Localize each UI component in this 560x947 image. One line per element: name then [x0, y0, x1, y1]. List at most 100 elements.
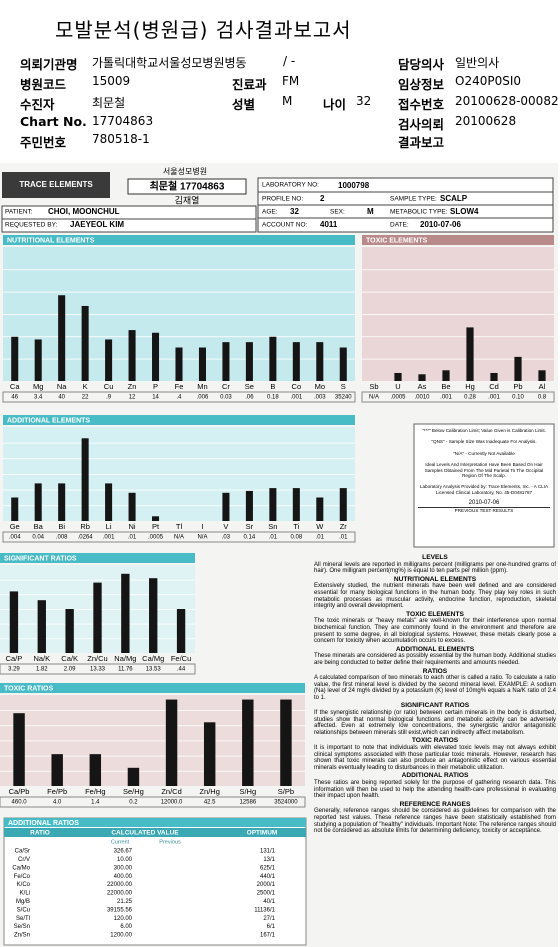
ratio-name: Se/Tl [16, 916, 30, 922]
notes: "***" Below Calibration Limit; Value Giv… [418, 428, 550, 513]
element-label: Sn [268, 522, 277, 531]
bar [58, 295, 66, 381]
section-body: The toxic minerals or "heavy metals" are… [314, 618, 556, 645]
bar [222, 492, 230, 521]
bar [198, 347, 206, 381]
bar [245, 490, 253, 521]
bar [292, 488, 300, 521]
bar [245, 342, 253, 381]
section-heading: REFERENCE RANGES [399, 800, 471, 808]
result-value: .03 [222, 535, 231, 541]
label: PATIENT: [5, 209, 33, 216]
chart-title: NUTRITIONAL ELEMENTS [7, 237, 95, 244]
element-label: Ba [34, 522, 44, 531]
element-label: V [223, 522, 228, 531]
row-stripe [3, 314, 355, 315]
bar [105, 339, 113, 381]
element-label: Zn [128, 382, 137, 391]
bar [128, 330, 136, 381]
result-value: 0.18 [267, 395, 279, 401]
row-stripe [3, 489, 355, 491]
element-label: U [395, 382, 400, 391]
result-value: .003 [314, 395, 326, 401]
element-label: Na/K [33, 654, 50, 663]
logo-text: TRACE ELEMENTS [19, 180, 93, 189]
chart-header [0, 683, 305, 693]
ratio-value: 10.00 [117, 857, 133, 863]
value: SLOW4 [450, 207, 479, 216]
value: 2 [320, 194, 325, 203]
element-label: Bi [58, 522, 65, 531]
ratio-name: K/Co [17, 882, 31, 888]
element-label: Mn [197, 382, 207, 391]
label: AGE: [262, 209, 278, 216]
row-stripe [3, 291, 355, 293]
chart-header [362, 235, 554, 245]
bar [65, 609, 74, 653]
result-value: .44 [177, 667, 186, 673]
bar [152, 516, 160, 521]
result-value: .001 [440, 395, 452, 401]
result-value: 3.4 [34, 395, 43, 401]
ratio-optimum: 6/1 [267, 924, 276, 930]
ratio-optimum: 2000/1 [257, 882, 276, 888]
ratio-optimum: 167/1 [260, 933, 276, 939]
label: 성별 [232, 97, 256, 112]
ratio-optimum: 625/1 [260, 865, 276, 871]
ratio-name: Ca/Mo [12, 865, 30, 871]
element-label: Sr [246, 522, 254, 531]
bar [11, 336, 19, 381]
section-heading: RATIOS [422, 667, 448, 675]
result-value: 22 [82, 395, 89, 401]
result-value: .0264 [78, 535, 94, 541]
bar [418, 374, 426, 381]
element-label: Pb [513, 382, 522, 391]
element-label: I [201, 522, 203, 531]
result-value: .06 [245, 395, 254, 401]
value: / - [283, 54, 296, 68]
element-label: Se/Hg [123, 787, 144, 796]
result-value: 3.29 [8, 667, 20, 673]
element-label: Rb [80, 522, 90, 531]
value: SCALP [440, 194, 468, 203]
label: REQUESTED BY: [5, 222, 58, 229]
bar [93, 582, 102, 653]
value: O240P0SI0 [455, 74, 522, 88]
element-label: Ca/P [6, 654, 23, 663]
chart-title: TOXIC RATIOS [4, 685, 53, 692]
ratio-optimum: 27/1 [263, 916, 275, 922]
bar [11, 497, 19, 521]
column-sub: Current [111, 839, 130, 845]
value: 20100628 [455, 114, 517, 128]
result-value: 42.5 [204, 800, 216, 806]
result-value: .001 [488, 395, 500, 401]
hospital: 서울성모병원 [163, 167, 207, 176]
result-value: 2.09 [64, 667, 76, 673]
element-label: Be [441, 382, 450, 391]
patient-line: 최문철 17704863 [150, 180, 225, 193]
label: DATE: [390, 222, 409, 229]
element-label: Ca [10, 382, 20, 391]
result-value: .001 [103, 535, 115, 541]
element-label: Ca/Mg [142, 654, 164, 663]
element-label: Sb [369, 382, 378, 391]
bar [339, 488, 347, 521]
bar [89, 754, 102, 786]
result-value: 1.82 [36, 667, 48, 673]
result-value: 460.0 [12, 800, 28, 806]
requested-row [1, 218, 257, 233]
result-value: .01 [339, 535, 348, 541]
ratio-value: 326.67 [114, 849, 133, 855]
row-stripe [3, 505, 355, 507]
bar [81, 305, 89, 381]
logo [2, 172, 110, 198]
bar [121, 573, 130, 653]
bar [242, 699, 254, 786]
bar [538, 370, 546, 381]
element-label: Zn/Hg [199, 787, 219, 796]
row-stripe [3, 269, 355, 271]
row-stripe [362, 336, 554, 338]
element-label: Ti [293, 522, 299, 531]
row-stripe [3, 458, 355, 460]
result-value: 46 [11, 395, 18, 401]
